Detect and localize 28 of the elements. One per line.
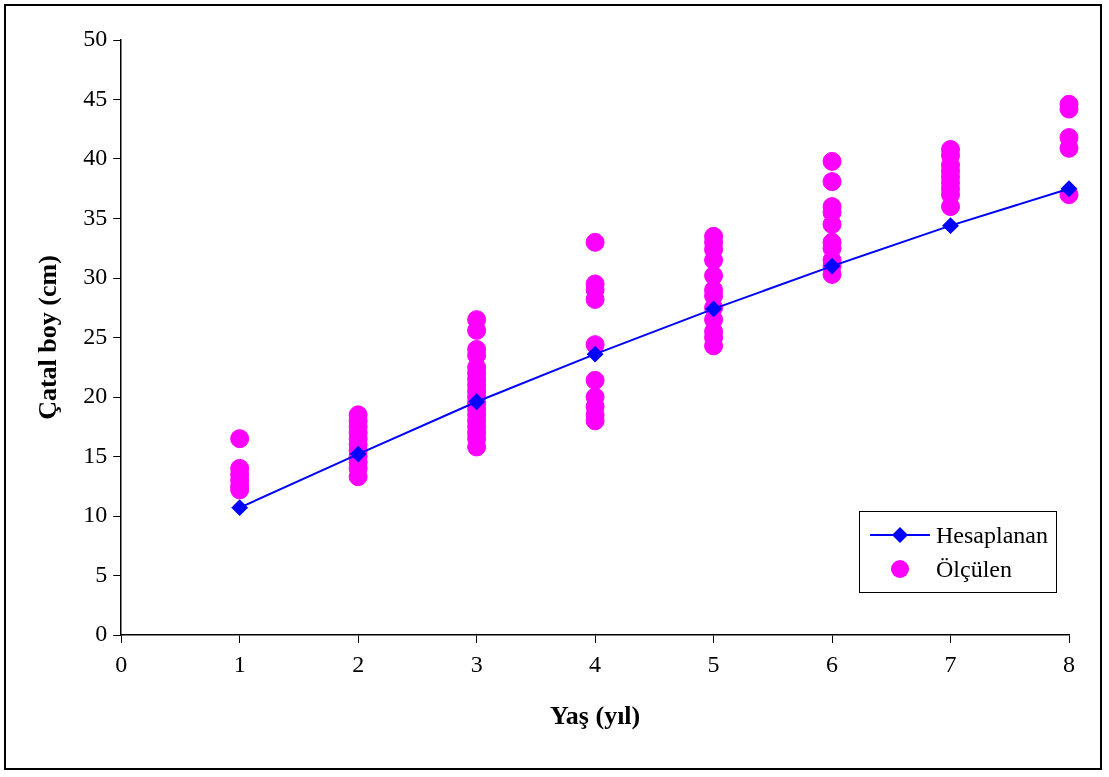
legend-label: Hesaplanan xyxy=(936,521,1048,549)
legend-label: Ölçülen xyxy=(936,555,1012,583)
point xyxy=(587,346,604,363)
x-tick-label: 2 xyxy=(352,650,365,677)
y-tick-label: 10 xyxy=(83,501,108,528)
y-tick-label: 30 xyxy=(83,263,108,290)
point xyxy=(231,499,248,516)
x-tick-label: 3 xyxy=(470,650,483,677)
point xyxy=(1061,180,1077,197)
y-tick-label: 5 xyxy=(95,560,108,587)
x-tick-label: 5 xyxy=(707,650,720,677)
y-tick-label: 40 xyxy=(83,144,108,171)
y-tick-label: 25 xyxy=(83,322,108,349)
x-tick-label: 4 xyxy=(589,650,602,677)
y-tick-label: 45 xyxy=(83,84,108,111)
x-tick-label: 7 xyxy=(944,650,957,677)
point xyxy=(942,217,959,234)
x-axis-title: Yaş (yıl) xyxy=(549,701,641,731)
x-tick-label: 1 xyxy=(233,650,246,677)
y-tick-label: 0 xyxy=(95,620,108,647)
x-tick-label: 8 xyxy=(1063,650,1075,677)
y-tick-label: 20 xyxy=(83,382,108,409)
y-axis-title: Çatal boy (cm) xyxy=(33,255,63,420)
y-tick-label: 50 xyxy=(83,25,108,52)
x-tick-label: 6 xyxy=(826,650,839,677)
x-tick-label: 0 xyxy=(115,650,128,677)
y-tick-label: 35 xyxy=(83,203,108,230)
y-tick-label: 15 xyxy=(83,441,108,468)
